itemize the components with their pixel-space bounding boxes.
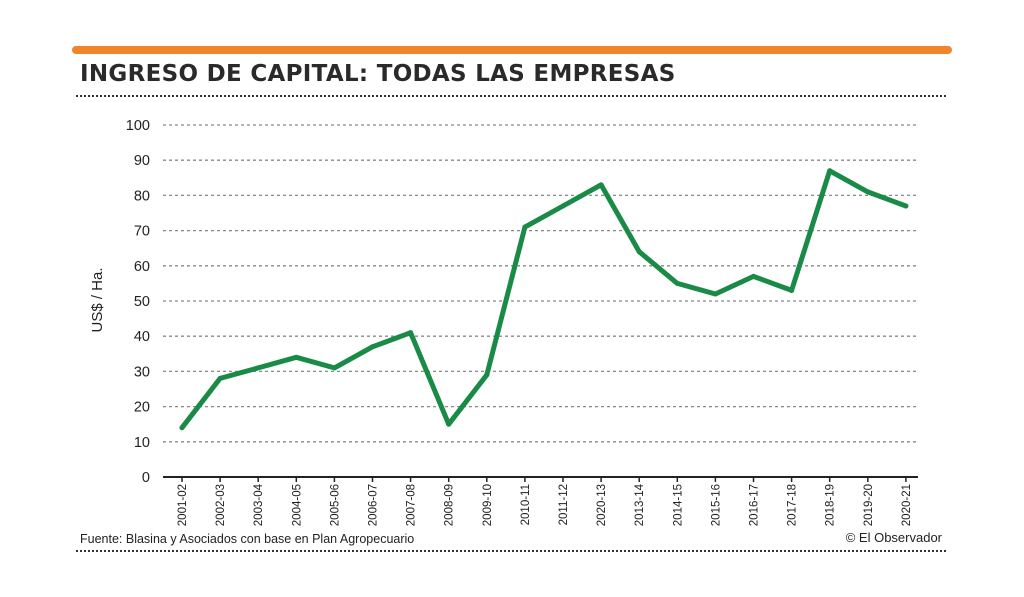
data-point [217, 375, 223, 381]
title-divider [76, 95, 946, 97]
data-point [598, 182, 604, 188]
data-point [751, 273, 756, 279]
data-point [560, 203, 566, 209]
y-tick-label: 90 [134, 153, 150, 169]
axes [163, 476, 918, 482]
x-tick-label: 2004-05 [291, 484, 303, 526]
x-tick-label: 2020-21 [901, 484, 913, 526]
data-point [522, 224, 528, 230]
x-tick-label: 2008-09 [444, 484, 456, 526]
data-point [370, 344, 375, 350]
y-tick-label: 20 [134, 400, 150, 416]
data-point [484, 372, 490, 378]
data-point [903, 203, 909, 209]
x-tick-label: 2016-17 [749, 484, 761, 526]
data-point [636, 249, 642, 255]
data-point [789, 287, 795, 293]
data-point [827, 168, 833, 174]
x-tick-label: 2002-03 [215, 484, 227, 526]
y-tick-label: 100 [126, 118, 150, 134]
y-tick-label: 0 [142, 470, 150, 486]
x-tick-label: 2001-02 [177, 484, 189, 526]
x-tick-label: 2014-15 [672, 484, 684, 526]
y-tick-label: 60 [134, 259, 150, 275]
data-point [674, 280, 680, 286]
series-group [179, 168, 909, 431]
data-point [865, 189, 871, 195]
y-tick-label: 40 [134, 329, 150, 345]
x-tick-label: 2003-04 [253, 483, 265, 526]
top-accent-bar [72, 46, 952, 54]
data-point [446, 421, 452, 427]
data-point [712, 291, 718, 297]
y-tick-label: 10 [134, 435, 150, 451]
data-point [331, 365, 337, 371]
x-tick-label: 2013-14 [634, 483, 646, 526]
x-tick-label: 2011-12 [558, 484, 570, 525]
x-tick-label: 2007-08 [406, 484, 418, 526]
data-point [255, 365, 261, 371]
y-tick-label: 50 [134, 294, 150, 310]
x-tick-label: 2006-07 [368, 484, 380, 526]
x-tick-labels: 2001-02 2002-03 2003-04 2004-05 2005-06 2006-… [177, 483, 913, 526]
x-tick-label: 2020-13 [596, 484, 608, 526]
footer-divider [76, 550, 946, 552]
data-point [408, 330, 414, 336]
source-note: Fuente: Blasina y Asociados con base en … [80, 532, 415, 546]
y-tick-labels: 0 10 20 30 40 50 60 70 80 90 100 [126, 118, 150, 486]
x-tick-label: 2019-20 [863, 484, 875, 526]
data-point [293, 354, 299, 360]
credit-note: © El Observador [845, 530, 942, 545]
grid-lines [163, 124, 918, 443]
x-tick-label: 2009-10 [482, 484, 494, 526]
y-axis-title: US$ / Ha. [89, 267, 106, 332]
x-tick-label: 2015-16 [710, 484, 722, 526]
x-tick-label: 2010-11 [520, 484, 532, 525]
y-tick-label: 80 [134, 188, 150, 204]
x-tick-label: 2017-18 [787, 484, 799, 526]
x-tick-label: 2018-19 [825, 484, 837, 526]
chart-title: INGRESO DE CAPITAL: TODAS LAS EMPRESAS [80, 61, 676, 87]
y-tick-label: 30 [134, 364, 150, 380]
series-line [179, 168, 909, 431]
x-tick-label: 2005-06 [329, 484, 341, 526]
y-tick-label: 70 [134, 224, 150, 240]
data-point [179, 425, 185, 431]
